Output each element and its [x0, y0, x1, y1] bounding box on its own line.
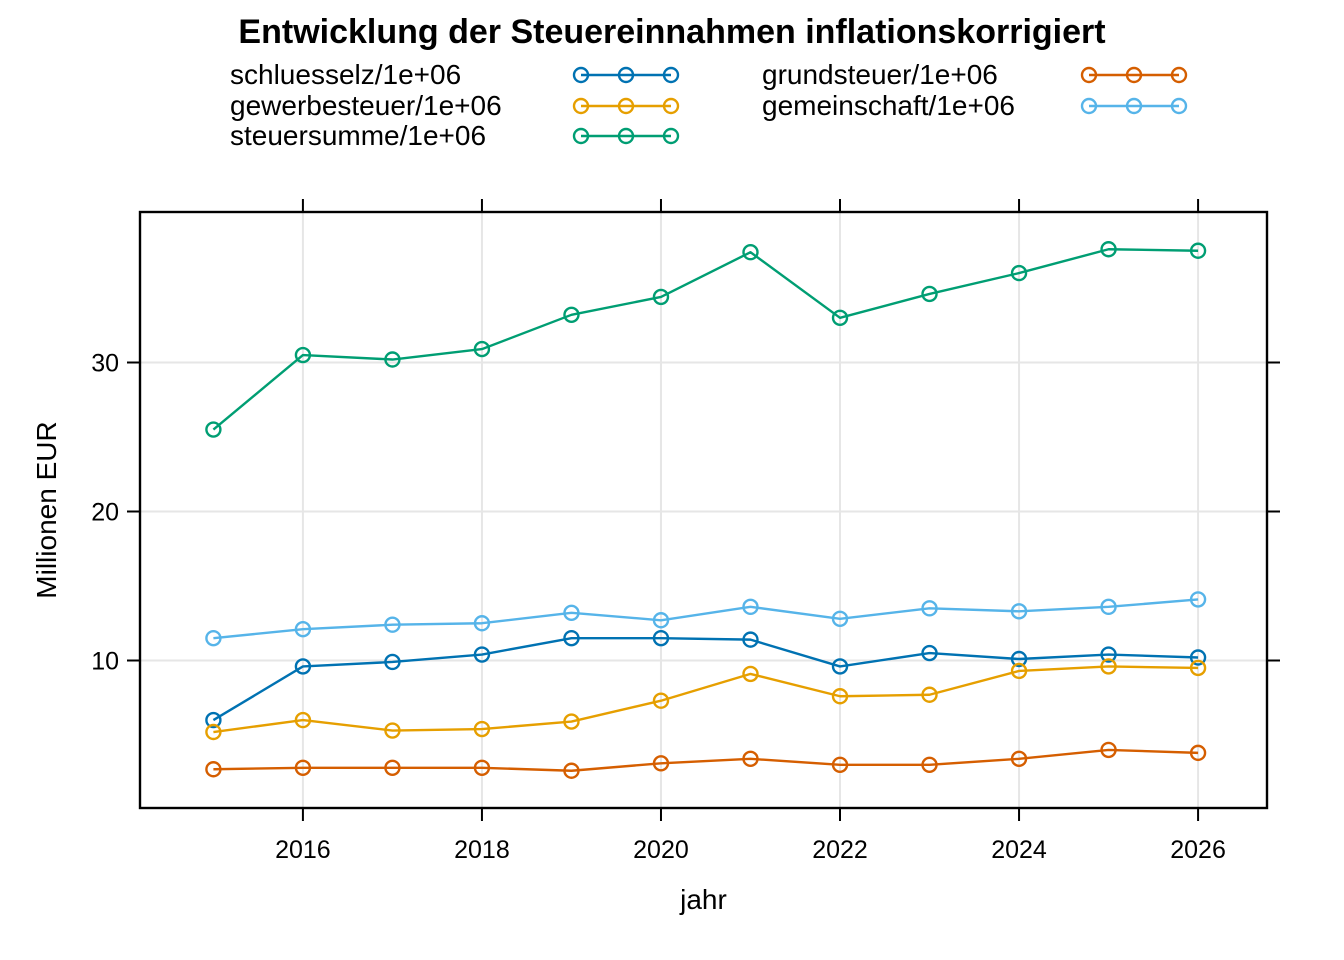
series-point-grundsteuer [1189, 744, 1207, 762]
series-point-grundsteuer [831, 756, 849, 773]
series-point-gewerbesteuer [652, 692, 670, 709]
series-point-grundsteuer [563, 762, 580, 779]
legend-key-line-icon [572, 97, 680, 115]
series-point-grundsteuer [205, 761, 222, 778]
series-point-schluesselz [294, 658, 312, 675]
series-point-steuersumme [652, 288, 670, 306]
legend-label-schluesselz: schluesselz/1e+06 [230, 59, 462, 90]
series-point-gemeinschaft [1100, 598, 1117, 616]
series-point-gemeinschaft [1189, 591, 1207, 608]
series-point-grundsteuer [652, 755, 670, 772]
series-point-schluesselz [1100, 646, 1117, 663]
series-point-schluesselz [473, 646, 491, 663]
x-tick-label: 2016 [275, 836, 331, 864]
series-point-gemeinschaft [652, 612, 670, 629]
series-point-gemeinschaft [921, 600, 938, 617]
series-line-gewerbesteuer [213, 665, 1199, 734]
legend-label-gewerbesteuer: gewerbesteuer/1e+06 [230, 90, 502, 121]
series-point-grundsteuer [384, 759, 401, 776]
series-point-schluesselz [205, 711, 222, 729]
y-axis-label: Millionen EUR [31, 421, 62, 599]
series-point-gewerbesteuer [384, 722, 401, 739]
x-tick-label: 2026 [1170, 836, 1226, 864]
series-point-grundsteuer [1100, 741, 1117, 759]
series-point-gewerbesteuer [1100, 658, 1117, 675]
series-point-steuersumme [563, 306, 580, 324]
series-point-gemeinschaft [294, 621, 312, 638]
series-point-steuersumme [205, 421, 222, 438]
series-point-gewerbesteuer [831, 688, 849, 705]
series-point-gemeinschaft [563, 604, 580, 622]
series-point-steuersumme [742, 244, 759, 261]
series-point-steuersumme [831, 309, 849, 326]
panel-border [138, 210, 1269, 810]
legend-label-steuersumme: steuersumme/1e+06 [230, 120, 487, 151]
series-point-gewerbesteuer [473, 720, 491, 738]
series-point-grundsteuer [921, 756, 938, 773]
x-tick-label: 2018 [454, 836, 510, 864]
series-point-grundsteuer [473, 759, 491, 776]
series-point-gemeinschaft [742, 598, 759, 616]
series-point-gemeinschaft [205, 629, 222, 647]
legend-key-gewerbesteuer [572, 97, 680, 115]
series-point-gewerbesteuer [921, 686, 938, 703]
legend-key-gemeinschaft [1080, 97, 1188, 115]
legend-key-line-icon [1080, 97, 1188, 115]
legend-label-grundsteuer: grundsteuer/1e+06 [762, 59, 998, 90]
series-line-steuersumme [212, 248, 1199, 431]
legend-key-line-icon [572, 66, 680, 84]
series-point-steuersumme [1010, 264, 1028, 282]
series-point-gewerbesteuer [1010, 662, 1028, 680]
series-point-schluesselz [384, 653, 401, 671]
series-point-grundsteuer [1010, 750, 1028, 768]
series-point-steuersumme [921, 285, 938, 303]
series-point-gewerbesteuer [1189, 659, 1207, 677]
series-point-steuersumme [1100, 241, 1117, 258]
series-point-gewerbesteuer [563, 713, 580, 730]
chart-title: Entwicklung der Steuereinnahmen inflatio… [238, 13, 1106, 51]
series-point-schluesselz [652, 629, 670, 647]
y-tick-label: 10 [91, 647, 119, 675]
legend-key-line-icon [572, 127, 680, 145]
legend-key-schluesselz [572, 66, 680, 84]
legend-key-line-icon [1080, 66, 1188, 84]
series-point-schluesselz [921, 644, 938, 662]
series-point-schluesselz [831, 658, 849, 675]
series-point-gemeinschaft [1010, 603, 1028, 620]
series-point-steuersumme [294, 346, 312, 364]
series-point-gewerbesteuer [294, 711, 312, 729]
legend-key-steuersumme [572, 127, 680, 145]
series-point-gemeinschaft [384, 616, 401, 633]
legend-label-gemeinschaft: gemeinschaft/1e+06 [762, 90, 1015, 121]
series-point-steuersumme [473, 340, 491, 358]
y-tick-label: 30 [91, 349, 119, 377]
y-tick-label: 20 [91, 498, 119, 526]
series-line-gemeinschaft [213, 598, 1199, 640]
series-point-gewerbesteuer [742, 665, 759, 683]
series-point-grundsteuer [294, 759, 312, 776]
series-point-gewerbesteuer [205, 723, 222, 741]
x-tick-label: 2020 [633, 836, 689, 864]
x-tick-label: 2024 [991, 836, 1047, 864]
series-point-schluesselz [1189, 649, 1207, 666]
series-point-schluesselz [1010, 650, 1028, 668]
x-tick-label: 2022 [812, 836, 868, 864]
series-point-grundsteuer [742, 750, 759, 768]
series-point-steuersumme [1189, 242, 1207, 259]
legend-key-grundsteuer [1080, 66, 1188, 84]
series-point-gemeinschaft [831, 610, 849, 627]
series-point-steuersumme [384, 351, 401, 368]
series-line-schluesselz [212, 636, 1199, 722]
series-point-gemeinschaft [473, 615, 491, 632]
series-point-schluesselz [563, 629, 580, 647]
series-point-schluesselz [742, 631, 759, 648]
x-axis-label: jahr [680, 884, 727, 915]
series-line-grundsteuer [213, 748, 1199, 772]
